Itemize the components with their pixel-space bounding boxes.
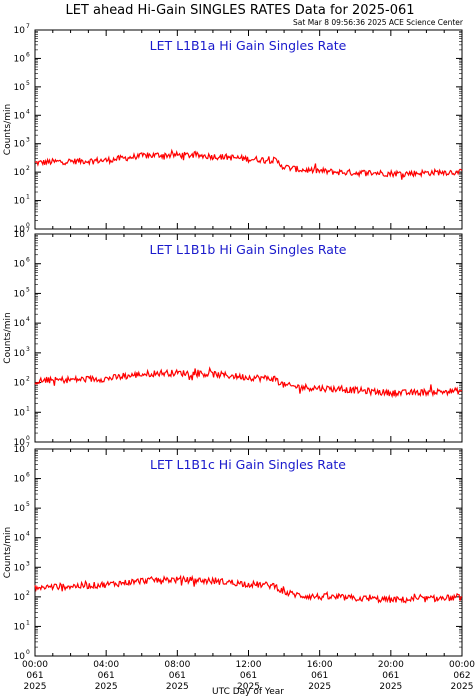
y-tick-exponent: 5 (26, 80, 30, 87)
plot-frame (34, 448, 463, 657)
figure-subtitle: Sat Mar 8 09:56:36 2025 ACE Science Cent… (293, 18, 464, 27)
y-tick-exponent: 1 (26, 619, 30, 626)
series-line (34, 574, 463, 604)
x-tick-label: 12:00 (236, 660, 262, 670)
y-tick-label: 10 (14, 225, 26, 235)
y-tick-label: 10 (14, 504, 26, 514)
x-tick-label: 2025 (24, 682, 47, 692)
y-axis-label: Counts/min (3, 104, 13, 155)
x-tick-label: 061 (98, 671, 115, 681)
x-tick-label: 00:00 (449, 660, 475, 670)
y-tick-exponent: 4 (26, 108, 30, 115)
y-tick-label: 10 (14, 168, 26, 178)
y-tick-exponent: 3 (26, 137, 30, 144)
y-tick-exponent: 3 (26, 346, 30, 353)
x-tick-label: 04:00 (93, 660, 119, 670)
plot-frame (34, 233, 463, 443)
y-tick-exponent: 7 (26, 442, 30, 449)
x-tick-label: 2025 (95, 682, 118, 692)
y-tick-exponent: 0 (26, 435, 30, 442)
x-tick-label: 2025 (237, 682, 260, 692)
x-tick-label: 00:00 (22, 660, 48, 670)
y-tick-label: 10 (14, 26, 26, 36)
y-tick-label: 10 (14, 652, 26, 662)
x-tick-label: 061 (26, 671, 43, 681)
y-tick-label: 10 (14, 230, 26, 240)
y-tick-label: 10 (14, 593, 26, 603)
panel-title: LET L1B1c Hi Gain Singles Rate (150, 457, 346, 472)
y-tick-label: 10 (14, 475, 26, 485)
x-tick-label: 2025 (451, 682, 474, 692)
panel-title: LET L1B1a Hi Gain Singles Rate (150, 38, 347, 53)
x-tick-label: 16:00 (307, 660, 333, 670)
y-tick-label: 10 (14, 111, 26, 121)
y-tick-exponent: 5 (26, 286, 30, 293)
x-tick-label: 061 (311, 671, 328, 681)
y-tick-exponent: 1 (26, 194, 30, 201)
y-tick-label: 10 (14, 445, 26, 455)
y-tick-label: 10 (14, 83, 26, 93)
y-tick-label: 10 (14, 563, 26, 573)
y-tick-label: 10 (14, 140, 26, 150)
y-tick-exponent: 4 (26, 316, 30, 323)
y-tick-label: 10 (14, 379, 26, 389)
figure-title: LET ahead Hi-Gain SINGLES RATES Data for… (65, 3, 414, 18)
y-tick-label: 10 (14, 534, 26, 544)
y-tick-exponent: 4 (26, 531, 30, 538)
y-tick-exponent: 6 (26, 257, 30, 264)
y-tick-exponent: 1 (26, 405, 30, 412)
x-tick-label: 2025 (308, 682, 331, 692)
x-tick-label: 061 (240, 671, 257, 681)
x-tick-label: 062 (453, 671, 470, 681)
y-tick-label: 10 (14, 408, 26, 418)
x-tick-label: 061 (382, 671, 399, 681)
y-tick-label: 10 (14, 54, 26, 64)
y-axis-label: Counts/min (3, 527, 13, 578)
y-tick-exponent: 3 (26, 560, 30, 567)
y-tick-exponent: 7 (26, 227, 30, 234)
series-line (34, 366, 463, 399)
y-tick-label: 10 (14, 319, 26, 329)
y-tick-exponent: 2 (26, 165, 30, 172)
y-tick-label: 10 (14, 197, 26, 207)
x-tick-label: 2025 (379, 682, 402, 692)
x-tick-label: 08:00 (164, 660, 190, 670)
y-tick-exponent: 0 (26, 649, 30, 656)
y-tick-label: 10 (14, 260, 26, 270)
y-tick-label: 10 (14, 622, 26, 632)
y-tick-exponent: 7 (26, 23, 30, 30)
y-tick-label: 10 (14, 349, 26, 359)
y-tick-exponent: 0 (26, 222, 30, 229)
y-tick-label: 10 (14, 438, 26, 448)
plot-frame (34, 29, 463, 230)
y-tick-exponent: 6 (26, 472, 30, 479)
panel-title: LET L1B1b Hi Gain Singles Rate (150, 242, 347, 257)
y-tick-exponent: 2 (26, 376, 30, 383)
y-tick-exponent: 6 (26, 51, 30, 58)
y-tick-exponent: 2 (26, 590, 30, 597)
series-line (34, 148, 463, 180)
x-tick-label: 2025 (166, 682, 189, 692)
x-tick-label: 20:00 (378, 660, 404, 670)
x-tick-label: 061 (169, 671, 186, 681)
y-tick-label: 10 (14, 289, 26, 299)
y-axis-label: Counts/min (3, 312, 13, 363)
x-axis-label: UTC Day of Year (212, 687, 284, 697)
y-tick-exponent: 5 (26, 501, 30, 508)
